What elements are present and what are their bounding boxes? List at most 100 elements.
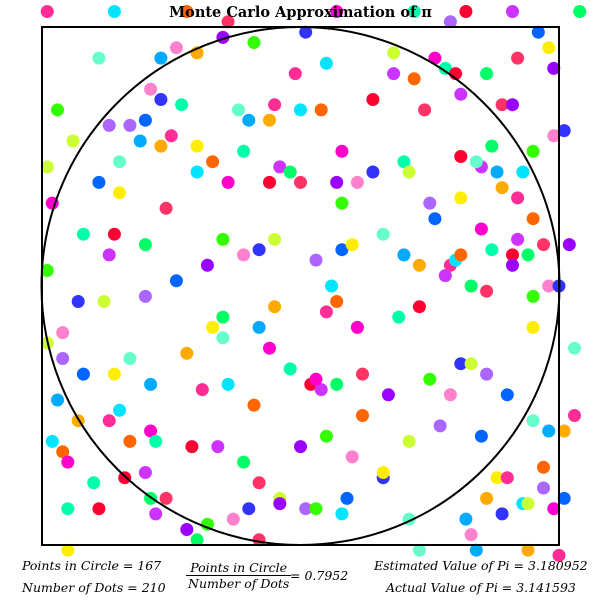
scatter-point bbox=[164, 129, 178, 143]
scatter-point bbox=[61, 543, 75, 557]
scatter-point bbox=[366, 165, 380, 179]
scatter-point bbox=[247, 36, 261, 49]
scatter-point bbox=[56, 445, 70, 459]
scatter-point bbox=[221, 15, 235, 29]
scatter-point bbox=[314, 103, 328, 117]
scatter-point bbox=[330, 295, 344, 308]
scatter-point bbox=[412, 543, 426, 557]
scatter-point bbox=[144, 377, 158, 391]
scatter-point bbox=[71, 295, 85, 308]
scatter-point bbox=[221, 377, 235, 391]
scatter-point bbox=[506, 98, 519, 112]
scatter-point bbox=[319, 305, 333, 319]
scatter-point bbox=[51, 393, 64, 407]
scatter-point bbox=[107, 227, 121, 241]
scatter-point bbox=[402, 165, 416, 179]
scatter-point bbox=[443, 388, 457, 402]
scatter-point bbox=[345, 238, 359, 252]
scatter-point bbox=[485, 243, 499, 257]
scatter-point bbox=[464, 279, 478, 293]
scatter-point bbox=[423, 372, 437, 386]
scatter-point bbox=[526, 414, 540, 428]
scatter-point bbox=[469, 543, 483, 557]
scatter-point bbox=[40, 160, 54, 174]
scatter-point bbox=[526, 320, 540, 334]
scatter-point bbox=[169, 274, 183, 288]
scatter-point bbox=[154, 139, 168, 153]
scatter-point bbox=[325, 279, 338, 293]
scatter-point bbox=[464, 528, 478, 542]
scatter-point bbox=[547, 129, 561, 143]
scatter-point bbox=[500, 388, 514, 402]
scatter-point bbox=[92, 502, 106, 516]
scatter-point bbox=[107, 367, 121, 381]
scatter-point bbox=[76, 227, 90, 241]
scatter-point bbox=[506, 248, 519, 262]
scatter-point bbox=[226, 512, 240, 526]
scatter-point bbox=[268, 232, 282, 246]
scatter-point bbox=[206, 320, 220, 334]
scatter-point bbox=[526, 144, 540, 158]
scatter-point bbox=[474, 429, 488, 443]
scatter-point bbox=[412, 300, 426, 314]
scatter-point bbox=[252, 320, 266, 334]
scatter-point bbox=[526, 289, 540, 303]
scatter-point bbox=[288, 67, 302, 81]
scatter-point bbox=[107, 5, 121, 18]
scatter-point bbox=[480, 284, 494, 298]
scatter-point bbox=[221, 175, 235, 189]
scatter-point bbox=[495, 507, 509, 521]
scatter-point bbox=[381, 388, 395, 402]
scatter-point bbox=[521, 248, 535, 262]
scatter-point bbox=[242, 502, 256, 516]
scatter-point bbox=[51, 103, 64, 117]
scatter-point bbox=[180, 5, 194, 18]
scatter-point bbox=[356, 367, 369, 381]
scatter-point bbox=[428, 212, 442, 226]
scatter-point bbox=[454, 87, 468, 101]
scatter-point bbox=[61, 455, 75, 469]
scatter-point bbox=[123, 352, 137, 365]
scatter-point bbox=[350, 320, 364, 334]
scatter-point bbox=[485, 139, 499, 153]
scatter-point bbox=[542, 424, 556, 438]
scatter-point bbox=[537, 460, 550, 474]
scatter-point bbox=[443, 15, 457, 29]
scatter-point bbox=[113, 155, 126, 169]
scatter-point bbox=[195, 383, 209, 397]
scatter-point bbox=[263, 175, 276, 189]
scatter-point bbox=[423, 196, 437, 210]
scatter-point bbox=[113, 403, 126, 417]
scatter-point bbox=[175, 98, 189, 112]
scatter-point bbox=[345, 450, 359, 464]
scatter-point bbox=[92, 51, 106, 65]
scatter-point bbox=[557, 124, 571, 138]
scatter-point bbox=[138, 238, 152, 252]
scatter-point bbox=[216, 232, 230, 246]
scatter-point bbox=[138, 113, 152, 127]
scatter-point bbox=[335, 243, 349, 257]
scatter-point bbox=[309, 372, 323, 386]
scatter-point bbox=[438, 269, 452, 283]
scatter-point bbox=[480, 491, 494, 505]
scatter-point bbox=[273, 160, 287, 174]
scatter-point bbox=[56, 352, 70, 365]
scatter-point bbox=[252, 243, 266, 257]
scatter-point bbox=[511, 232, 525, 246]
scatter-point bbox=[526, 212, 540, 226]
scatter-point bbox=[247, 398, 261, 412]
scatter-point bbox=[159, 491, 173, 505]
scatter-point bbox=[232, 103, 245, 117]
estimated-pi-label: Estimated Value of Pi = 3.180952 bbox=[374, 558, 588, 573]
scatter-point bbox=[169, 41, 183, 55]
scatter-point bbox=[412, 258, 426, 272]
scatter-point bbox=[190, 533, 204, 547]
scatter-point bbox=[294, 440, 307, 454]
scatter-point bbox=[500, 471, 514, 485]
scatter-point bbox=[521, 497, 535, 511]
actual-pi-label: Actual Value of Pi = 3.141593 bbox=[386, 580, 576, 595]
scatter-point bbox=[216, 310, 230, 324]
scatter-point bbox=[495, 98, 509, 112]
scatter-point bbox=[340, 491, 354, 505]
scatter-point bbox=[211, 440, 225, 454]
